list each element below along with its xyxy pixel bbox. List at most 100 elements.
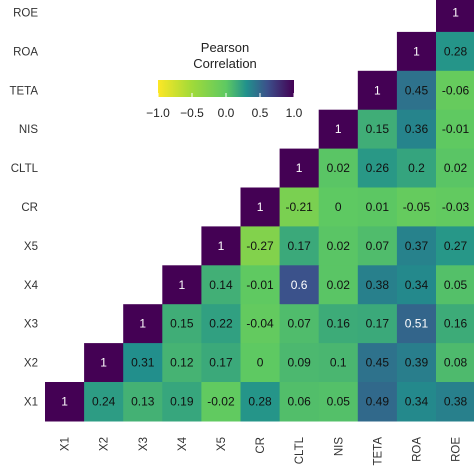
cell-value-label: -0.02 [207, 394, 235, 408]
heatmap-cell [279, 382, 320, 422]
cell-value-label: 0.22 [209, 317, 233, 331]
y-axis-tick-labels: ROE ROA TETA NIS CLTL CR X5 X4 X3 X2 X1 [9, 7, 38, 408]
heatmap-cell [240, 304, 281, 344]
heatmap-cell [240, 187, 281, 227]
legend-title-line1: Pearson [201, 40, 249, 55]
heatmap-cell [318, 382, 359, 422]
cell-value-label: 0.28 [444, 44, 468, 58]
x-tick-label: CR [255, 437, 267, 454]
cell-value-label: 0.02 [327, 278, 351, 292]
cell-value-label: 0.45 [405, 83, 429, 97]
heatmap-cell [240, 226, 281, 266]
heatmap-cell [162, 304, 202, 344]
color-legend: Pearson Correlation −1.0 −0.5 0.0 0.5 1.0 [146, 40, 303, 120]
legend-tick-label: 1.0 [286, 106, 303, 120]
cell-value-label: 0 [335, 200, 342, 214]
y-tick-label: CR [21, 202, 38, 214]
heatmap-cell [436, 265, 474, 305]
cell-value-label: 1 [61, 394, 68, 408]
heatmap-cell [396, 70, 437, 111]
cell-value-label: 0.08 [444, 356, 468, 370]
heatmap-cell [45, 382, 85, 422]
cell-value-label: 0.14 [209, 278, 233, 292]
cell-value-label: 0.15 [170, 317, 194, 331]
x-tick-label: NIS [333, 437, 345, 457]
heatmap-cell [436, 304, 474, 344]
x-tick-label: X2 [99, 437, 111, 451]
heatmap-value-labels: 1 1 0.28 1 0.45 -0.06 1 0.15 0.36 -0.01 1 0.02 0.26 0… [61, 5, 469, 408]
cell-value-label: 0.13 [131, 394, 155, 408]
heatmap-cell [357, 382, 398, 422]
y-tick-label: NIS [19, 124, 39, 136]
y-tick-label: ROE [13, 7, 38, 19]
cell-value-label: 0.38 [444, 394, 468, 408]
cell-value-label: 1 [179, 278, 186, 292]
heatmap-cell [201, 382, 242, 422]
y-tick-label: CLTL [11, 163, 39, 175]
cell-value-label: 0.27 [444, 239, 468, 253]
heatmap-cell [318, 265, 359, 305]
legend-tick-label: 0.0 [218, 106, 235, 120]
cell-value-label: 0.39 [405, 356, 429, 370]
cell-value-label: 0.01 [366, 200, 390, 214]
heatmap-cells [45, 0, 474, 422]
heatmap-cell [279, 148, 320, 189]
heatmap-cell [436, 226, 474, 266]
legend-colorbar [158, 80, 294, 97]
cell-value-label: 0.12 [170, 356, 194, 370]
heatmap-cell [396, 226, 437, 266]
legend-tick-label: −0.5 [180, 106, 204, 120]
cell-value-label: -0.03 [442, 200, 470, 214]
heatmap-cell [357, 265, 398, 305]
heatmap-cell [318, 187, 359, 227]
cell-value-label: 0.16 [444, 317, 468, 331]
cell-value-label: 0.49 [366, 394, 390, 408]
cell-value-label: 1 [374, 83, 381, 97]
x-tick-label: TETA [372, 437, 384, 466]
cell-value-label: 1 [218, 239, 225, 253]
legend-ticks: −1.0 −0.5 0.0 0.5 1.0 [146, 93, 303, 120]
cell-value-label: -0.01 [442, 122, 470, 136]
x-tick-label: X5 [216, 437, 228, 451]
cell-value-label: 0.28 [248, 394, 272, 408]
y-tick-label: X1 [24, 396, 38, 408]
x-tick-label: X4 [177, 436, 189, 451]
heatmap-cell [396, 343, 437, 383]
heatmap-cell [436, 109, 474, 150]
heatmap-cell [201, 343, 242, 383]
legend-tick-label: −1.0 [146, 106, 170, 120]
cell-value-label: 0.05 [327, 394, 351, 408]
cell-value-label: 0.02 [327, 161, 351, 175]
heatmap-cell [318, 343, 359, 383]
cell-value-label: 1 [100, 356, 107, 370]
heatmap-cell [357, 70, 398, 111]
cell-value-label: 0.2 [408, 161, 425, 175]
cell-value-label: 0.05 [444, 278, 468, 292]
cell-value-label: 1 [296, 161, 303, 175]
heatmap-cell [279, 304, 320, 344]
x-axis-tick-labels: X1 X2 X3 X4 X5 CR CLTL NIS TETA ROA ROE [60, 436, 463, 465]
heatmap-cell [396, 265, 437, 305]
cell-value-label: 0.24 [92, 394, 116, 408]
heatmap-cell [357, 343, 398, 383]
heatmap-cell [436, 343, 474, 383]
cell-value-label: -0.01 [246, 278, 274, 292]
heatmap-cell [318, 226, 359, 266]
cell-value-label: -0.04 [246, 317, 274, 331]
legend-tick-label: 0.5 [252, 106, 269, 120]
cell-value-label: 0.51 [405, 317, 429, 331]
heatmap-cell [201, 304, 242, 344]
heatmap-cell [123, 343, 163, 383]
heatmap-cell [357, 109, 398, 150]
heatmap-cell [396, 304, 437, 344]
cell-value-label: -0.27 [246, 239, 274, 253]
x-tick-label: X3 [138, 437, 150, 451]
heatmap-cell [357, 226, 398, 266]
heatmap-cell [201, 265, 242, 305]
heatmap-cell [84, 382, 124, 422]
heatmap-cell [279, 343, 320, 383]
cell-value-label: 0.16 [327, 317, 351, 331]
heatmap-cell [396, 187, 437, 227]
heatmap-cell [436, 70, 474, 111]
